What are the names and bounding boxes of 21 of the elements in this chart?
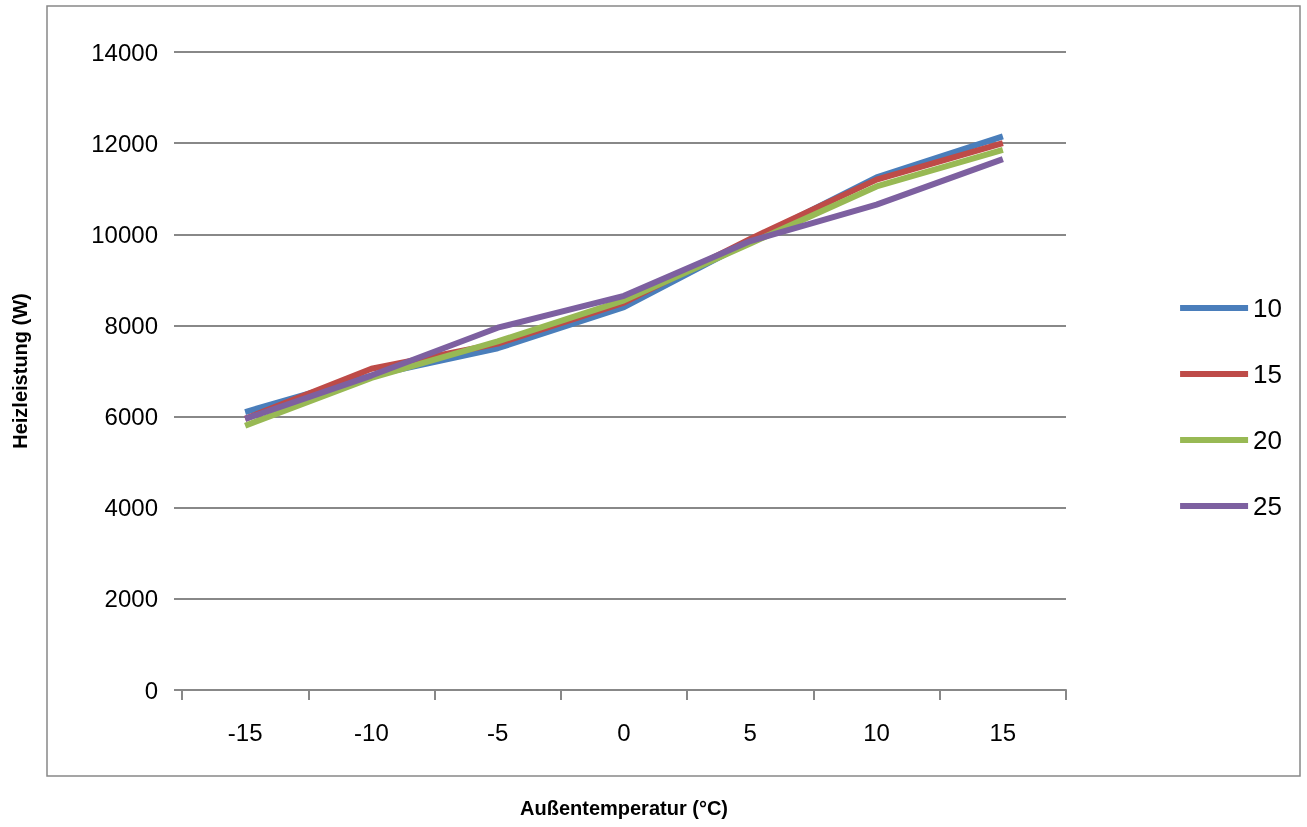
- y-tick-label: 8000: [104, 311, 158, 339]
- legend-label: 20: [1253, 425, 1282, 455]
- y-tick-label: 2000: [104, 585, 158, 613]
- x-tick-label: 0: [617, 718, 631, 746]
- y-tick-label: 0: [144, 676, 158, 704]
- y-tick-label: 14000: [91, 38, 158, 66]
- y-tick-label: 4000: [104, 494, 158, 522]
- legend-label: 10: [1253, 293, 1282, 323]
- x-tick-label: -10: [354, 718, 389, 746]
- x-axis-title: Außentemperatur (°C): [519, 797, 729, 819]
- y-axis-title: Heizleistung (W): [9, 293, 31, 449]
- x-tick-label: -5: [487, 718, 509, 746]
- x-tick-label: -15: [227, 718, 263, 746]
- y-tick-label: 6000: [104, 403, 158, 431]
- x-tick-label: 10: [863, 718, 890, 746]
- y-tick-label: 10000: [91, 220, 158, 248]
- legend-label: 15: [1253, 359, 1282, 389]
- x-tick-label: 5: [743, 718, 757, 746]
- x-tick-label: 15: [989, 718, 1017, 746]
- legend-label: 25: [1253, 491, 1282, 521]
- y-tick-label: 12000: [91, 129, 158, 157]
